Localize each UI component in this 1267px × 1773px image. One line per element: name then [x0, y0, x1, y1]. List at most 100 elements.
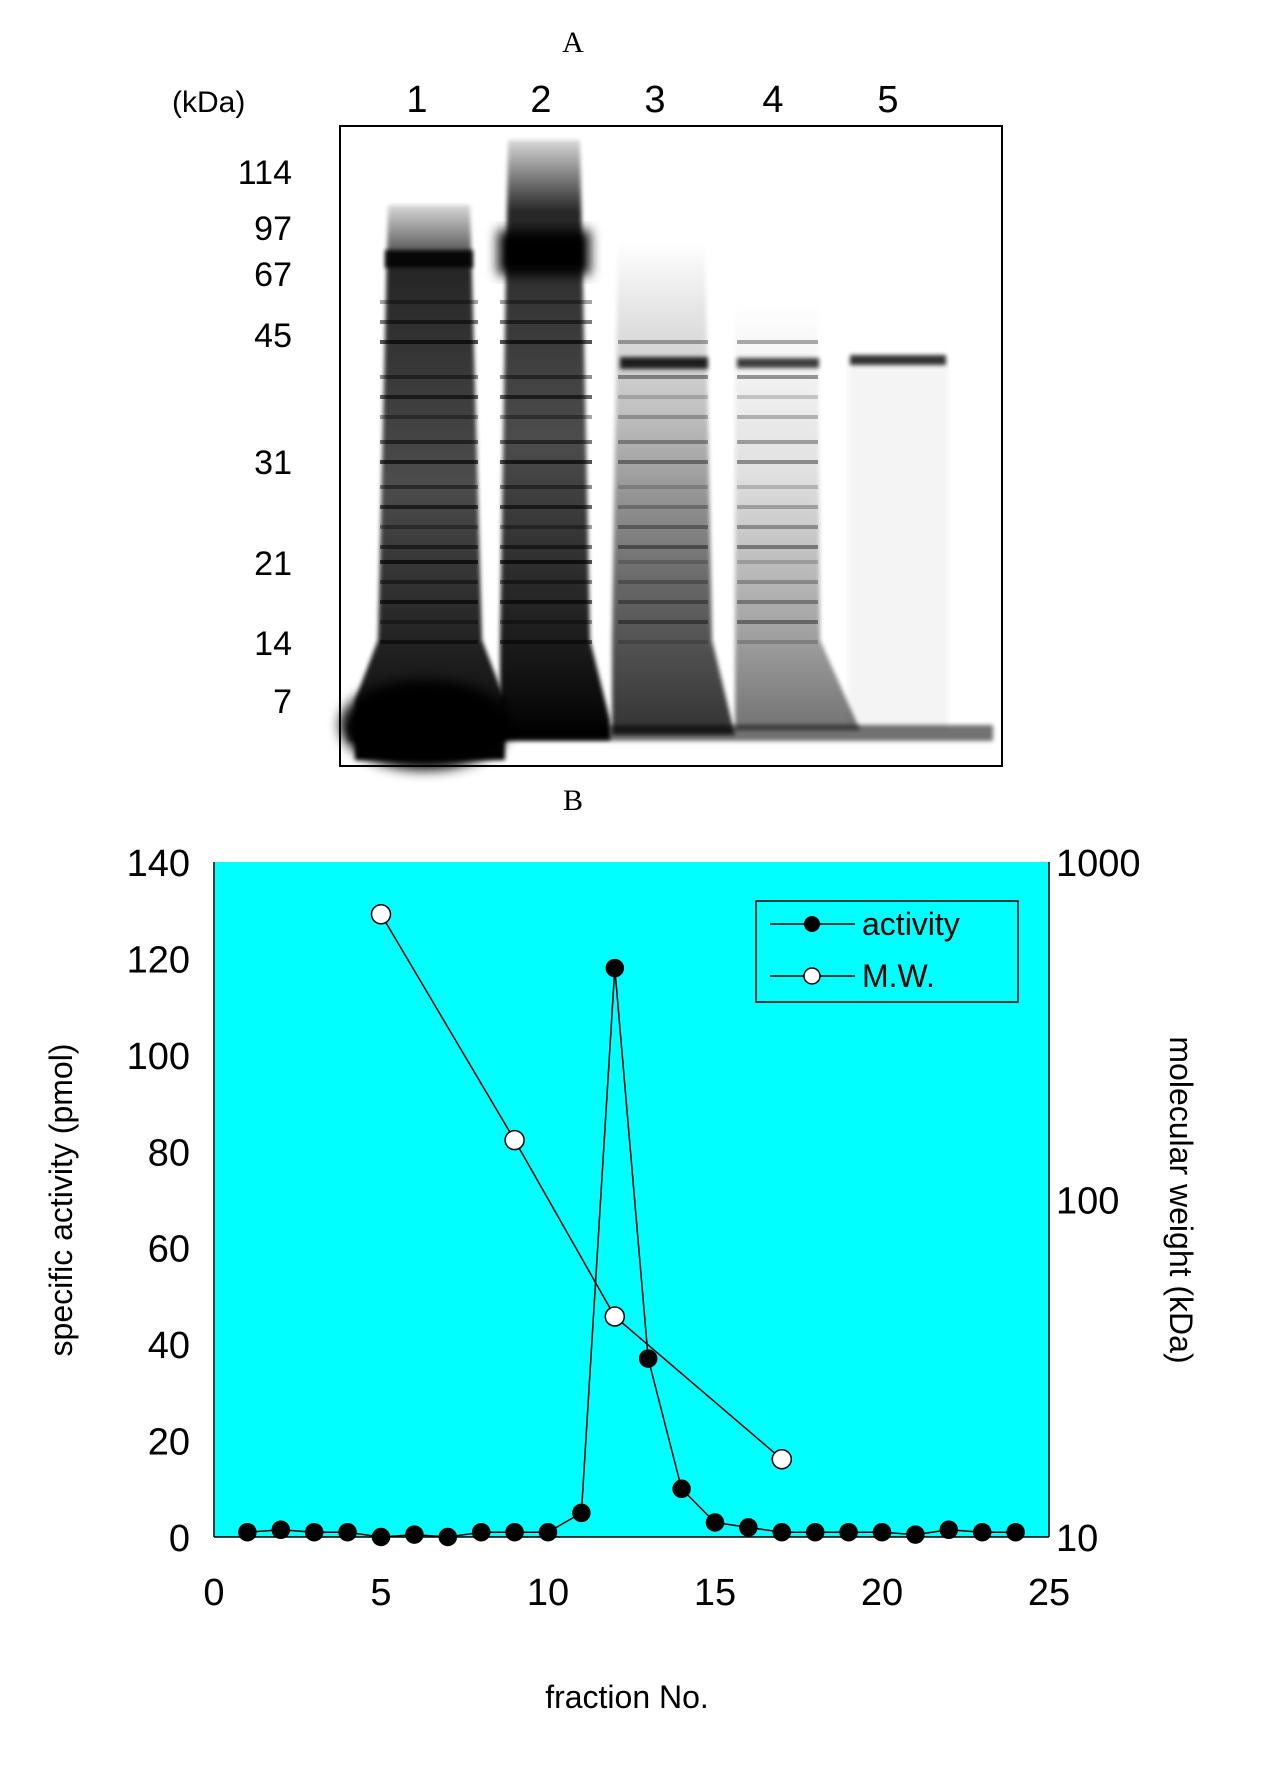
- gel-stripe: [500, 600, 592, 604]
- gel-stripe: [618, 440, 708, 444]
- activity-point: [638, 1349, 658, 1368]
- gel-stripe: [737, 640, 818, 644]
- activity-point: [805, 1522, 825, 1542]
- gel-marker-label: 7: [273, 683, 292, 721]
- activity-point: [739, 1518, 758, 1537]
- y-axis-label: specific activity (pmol): [43, 1044, 79, 1357]
- gel-stripe: [500, 620, 592, 624]
- gel-lane-label: 4: [762, 79, 783, 121]
- gel-stripe: [737, 505, 818, 509]
- chart-points: [238, 904, 1025, 1547]
- gel-stripe: [737, 580, 818, 584]
- activity-point: [872, 1522, 892, 1542]
- activity-point: [772, 1522, 792, 1542]
- gel-stripe: [500, 395, 592, 399]
- gel-band: [385, 250, 473, 268]
- gel-stripe: [500, 545, 592, 549]
- legend-swatch-mw-marker: [803, 967, 821, 985]
- gel-stripes: [380, 300, 818, 644]
- activity-point: [405, 1525, 424, 1544]
- gel-marker-label: 14: [254, 625, 292, 663]
- activity-point: [839, 1522, 858, 1542]
- gel-stripe: [500, 300, 592, 304]
- gel-stripe: [380, 485, 478, 489]
- gel-stripe: [380, 415, 478, 419]
- gel-stripe: [618, 620, 708, 624]
- gel-stripe: [737, 395, 818, 399]
- gel-stripe: [737, 440, 818, 444]
- gel-stripe: [737, 600, 818, 604]
- gel-stripe: [380, 375, 478, 379]
- gel-stripe: [380, 620, 478, 624]
- gel-stripe: [380, 600, 478, 604]
- activity-point: [672, 1479, 691, 1499]
- x-tick-label: 20: [861, 1572, 903, 1614]
- panel-label-a: A: [562, 26, 584, 59]
- gel-stripe: [737, 620, 818, 624]
- y-tick-label: 120: [127, 939, 190, 981]
- gel-stripe: [380, 525, 478, 529]
- activity-point: [906, 1525, 925, 1544]
- gel-lane-4: [735, 300, 860, 730]
- gel-stripe: [737, 375, 818, 379]
- activity-point: [471, 1522, 491, 1542]
- gel-stripe: [737, 415, 818, 419]
- gel-stripe: [618, 640, 708, 644]
- activity-point: [238, 1522, 257, 1542]
- chart-panel: 0 5 10 15 20 25 0 20 40 60 80 100 120 140 10 100 1000 fr…: [43, 843, 1199, 1715]
- gel-lane-label: 5: [877, 79, 898, 121]
- gel-stripe: [737, 460, 818, 464]
- gel-stripe: [380, 580, 478, 584]
- gel-stripe: [618, 560, 708, 564]
- gel-lane-label: 1: [406, 79, 427, 121]
- panel-label-b: B: [563, 784, 583, 817]
- gel-stripe: [737, 545, 818, 549]
- activity-point: [505, 1522, 524, 1542]
- gel-stripe: [500, 320, 592, 324]
- gel-stripe: [618, 505, 708, 509]
- y-tick-label: 60: [148, 1229, 190, 1271]
- gel-stripe: [380, 300, 478, 304]
- gel-stripe: [500, 340, 592, 344]
- gel-stripe: [380, 505, 478, 509]
- gel-stripe: [618, 395, 708, 399]
- gel-stripe: [380, 545, 478, 549]
- gel-stripe: [380, 460, 478, 464]
- gel-stripe: [500, 505, 592, 509]
- gel-stripe: [618, 600, 708, 604]
- x-tick-label: 25: [1028, 1572, 1070, 1614]
- gel-marker-label: 31: [254, 444, 292, 482]
- gel-stripe: [380, 395, 478, 399]
- gel-stripe: [618, 525, 708, 529]
- x-tick-label: 15: [694, 1572, 736, 1614]
- mw-point: [771, 1448, 793, 1470]
- gel-band: [737, 358, 819, 368]
- activity-point: [338, 1522, 357, 1542]
- gel-stripe: [380, 340, 478, 344]
- gel-stripe: [618, 375, 708, 379]
- mw-point: [504, 1129, 525, 1151]
- mw-point: [604, 1306, 626, 1327]
- y2-tick-label: 100: [1056, 1181, 1119, 1223]
- y2-axis-label: molecular weight (kDa): [1163, 1036, 1199, 1363]
- gel-stripe: [500, 485, 592, 489]
- gel-marker-label: 114: [238, 154, 292, 192]
- gel-stripe: [380, 320, 478, 324]
- gel-stripe: [380, 440, 478, 444]
- gel-dye-front: [348, 725, 993, 741]
- gel-stripe: [500, 580, 592, 584]
- activity-point: [271, 1520, 291, 1540]
- gel-stripe: [500, 375, 592, 379]
- legend-box: [755, 900, 1019, 1003]
- gel-marker-label: 45: [254, 317, 292, 355]
- x-axis-label: fraction No.: [545, 1679, 709, 1715]
- activity-point: [538, 1522, 558, 1542]
- y-tick-label: 80: [148, 1132, 190, 1174]
- gel-stripe: [618, 580, 708, 584]
- gel-stripe: [618, 485, 708, 489]
- gel-lane-labels: 1 2 3 4 5: [406, 79, 898, 121]
- gel-lane-label: 3: [644, 79, 665, 121]
- gel-stripe: [500, 560, 592, 564]
